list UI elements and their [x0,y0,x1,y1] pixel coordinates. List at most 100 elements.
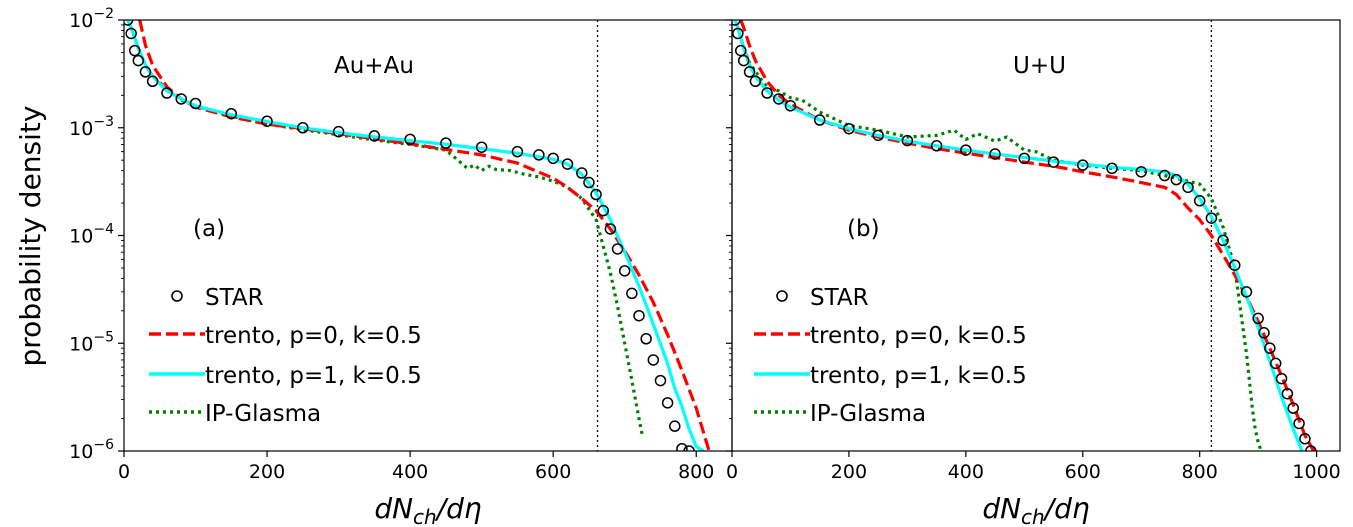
data-point-star [561,158,574,170]
legend-entry-trento-p1: trento, p=1, k=0.5 [149,363,422,389]
legend-star-label: STAR [810,285,869,311]
data-point-star [547,152,559,165]
data-point-star [626,287,638,300]
data-point-star [930,140,943,152]
data-point-star [1299,432,1311,445]
legend-entry-trento-p0: trento, p=0, k=0.5 [754,323,1027,349]
y-tick-label: 10−3 [69,114,114,140]
series-star [124,20,695,451]
data-point-star [737,54,750,67]
data-point-star [1193,195,1206,207]
data-point-star [161,87,173,99]
x-tick-label: 200 [831,461,867,483]
x-tick-label: 400 [948,461,984,483]
data-point-star [749,75,762,88]
data-point-star [139,66,152,78]
data-point-star [124,20,134,26]
data-point-star [128,44,141,57]
panel-u-u-system-label: U+U [1013,53,1066,79]
data-point-star [1205,212,1218,224]
data-point-star [146,75,159,88]
data-point-star [583,176,595,189]
data-point-star [1281,387,1294,400]
legend-entry-ipglasma: IP-Glasma [149,401,321,427]
data-point-star [1252,312,1264,325]
y-tick-label: 10−6 [69,437,114,463]
series-trento-p-1-k-0-5 [126,20,705,451]
data-point-star [735,44,747,57]
x-tick-label: 1000 [1292,461,1340,483]
series-star [732,20,1317,451]
data-point-star [1275,372,1288,385]
panel-u-u-legend: STAR trento, p=0, k=0.5 trento, p=1, k=0… [754,285,1027,427]
legend-entry-trento-p0: trento, p=0, k=0.5 [149,323,422,349]
data-point-star [647,354,660,366]
data-point-star [1293,417,1305,430]
data-point-star [813,114,826,126]
legend-ipglasma-label: IP-Glasma [810,401,926,427]
data-point-star [597,204,609,217]
data-point-star [125,27,137,40]
legend-star-marker [776,290,788,302]
panel-au-au-system-label: Au+Au [334,53,414,79]
data-point-star [225,107,238,120]
data-point-star [773,93,785,105]
data-point-star [1258,327,1270,339]
data-point-star [404,133,416,146]
x-tick-label: 200 [249,461,285,483]
data-point-star [1158,169,1171,182]
legend-entry-star: STAR [171,285,264,311]
series-trento-p-0-k-0-5 [138,20,711,451]
legend-ipglasma-label: IP-Glasma [205,401,321,427]
series-trento-p-1-k-0-5 [733,20,1304,451]
y-tick-label: 10−5 [69,329,114,355]
panel-u-u-letter-label: (b) [847,216,880,242]
legend-entry-star: STAR [776,285,869,311]
data-point-star [761,87,773,99]
data-point-star [1269,357,1282,370]
data-point-star [843,122,855,135]
data-point-star [440,137,452,149]
y-axis-title: probability density [14,106,47,367]
data-point-star [1305,445,1317,451]
data-point-star [901,134,914,147]
legend-trento-p1-label: trento, p=1, k=0.5 [205,363,422,389]
data-point-star [661,397,674,409]
x-tick-label: 600 [535,461,571,483]
data-point-star [732,20,741,26]
x-tick-label: 400 [392,461,428,483]
legend-trento-p1-label: trento, p=1, k=0.5 [810,363,1027,389]
panel-au-au-series [124,20,711,451]
data-point-star [1229,259,1241,271]
data-point-star [784,100,797,112]
data-point-star [611,243,624,255]
data-point-star [1077,159,1089,171]
panel-u-u-series [732,20,1317,451]
data-point-star [1182,181,1194,194]
data-point-star [640,333,652,345]
legend-trento-p0-label: trento, p=0, k=0.5 [810,323,1027,349]
data-point-star [989,148,1001,160]
data-point-star [533,149,545,161]
data-point-star [1264,342,1276,354]
series-trento-p-0-k-0-5 [739,20,1316,451]
data-point-star [1217,234,1229,247]
series-ip-glasma [129,27,645,438]
data-point-star [1287,402,1299,414]
data-point-star [261,115,273,127]
data-point-star [618,265,631,277]
panel-au-au-ticks: 0 200 400 600 800 10−6 10−5 10−4 10−3 10−2 [69,6,714,483]
data-point-star [654,374,667,387]
legend-trento-p0-label: trento, p=0, k=0.5 [205,323,422,349]
data-point-star [683,445,695,451]
legend-star-label: STAR [205,285,264,311]
panel-au-au-x-axis-title: dNch/dη [374,492,481,527]
panel-u-u-x-axis-title: dNch/dη [982,492,1089,527]
data-point-star [132,54,145,67]
x-tick-label: 800 [1182,461,1218,483]
data-point-star [1170,173,1183,186]
legend-entry-ipglasma: IP-Glasma [754,401,926,427]
legend-star-marker [171,290,183,302]
